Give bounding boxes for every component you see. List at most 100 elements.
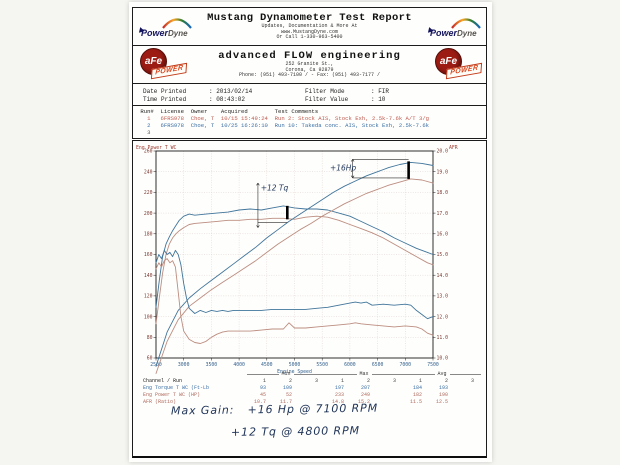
filter-mode-label: Filter Mode xyxy=(305,88,345,95)
report-subtitle: Updates, Documentation & More At xyxy=(261,23,358,30)
stats-value: 3 xyxy=(314,378,318,385)
y-axis-left-tick-label: 220 xyxy=(144,190,153,196)
y-axis-left-tick-label: 140 xyxy=(144,273,153,279)
y-axis-left-tick-label: 200 xyxy=(144,211,153,217)
stats-value: 190 xyxy=(438,391,448,398)
y-axis-left-tick-label: 100 xyxy=(144,314,153,320)
y-axis-left-tick-label: 180 xyxy=(144,232,153,238)
runs-header: Run# License Owner Acquired Test Comment… xyxy=(137,108,319,115)
arrowhead xyxy=(352,159,355,162)
stats-value: 197 xyxy=(334,384,344,391)
stats-value: 2 xyxy=(288,378,292,385)
stats-value: 14.8 xyxy=(331,398,344,405)
x-axis-tick-label: 6000 xyxy=(344,362,356,368)
company-name: advanced FLOW engineering xyxy=(218,50,401,63)
y-axis-right-tick-label: 10.0 xyxy=(437,356,449,362)
runs-rows: 1 6FRS978 Choe, T 10/15 15:49:24 Run 2: … xyxy=(137,115,486,136)
stats-table: Min Max Avg Channel / Run 1 2 3 1 2 3 1 2 3 Eng Torqu… xyxy=(141,371,481,405)
stats-row-label: AFR (Ratio) xyxy=(143,398,177,405)
company-header-box: aFe POWER advanced FLOW engineering 252 … xyxy=(132,45,487,84)
powerdyne-arc-icon xyxy=(162,17,192,29)
stats-group-header: Min xyxy=(247,371,325,377)
dyno-chart: 60 80 100 120 140 160 180 200 220 240 260 10.0 11.0 1… xyxy=(136,145,458,375)
stats-value: 12.5 xyxy=(435,398,448,405)
stats-value: 3 xyxy=(470,378,474,385)
chart-section-box: 60 80 100 120 140 160 180 200 220 240 260 10.0 11.0 1… xyxy=(132,140,487,458)
torque-gain-label: +12 Tq xyxy=(261,183,289,192)
arrowhead xyxy=(256,225,259,228)
right-axis-title: AFR xyxy=(449,145,458,151)
stats-row-label: Eng Torque T WC (Ft-Lb xyxy=(143,384,210,391)
series-run-2-torque-ft-lb xyxy=(155,205,434,308)
arrowhead xyxy=(256,182,259,186)
stats-value: 1 xyxy=(340,378,344,385)
stats-value: 10.7 xyxy=(253,398,266,405)
y-axis-right-tick-label: 13.0 xyxy=(437,294,449,300)
series-run-2-power-hp xyxy=(155,161,434,367)
runs-list-box: Run# License Owner Acquired Test Comment… xyxy=(132,105,487,139)
stats-value: 109 xyxy=(282,384,292,391)
handwritten-max-gain-hp: Max Gain: +16 Hp @ 7100 RPM xyxy=(170,401,379,418)
stats-value: 11.7 xyxy=(279,398,292,405)
y-axis-left-tick-label: 240 xyxy=(144,169,153,175)
left-axis-title: Eng Power T WC xyxy=(136,145,177,151)
stats-group-header: Avg xyxy=(403,371,481,377)
stats-value: 2 xyxy=(444,378,448,385)
x-axis-tick-label: 7500 xyxy=(427,362,439,368)
y-axis-right-tick-label: 12.0 xyxy=(437,314,449,320)
stats-value: 193 xyxy=(438,384,448,391)
y-axis-left-tick-label: 60 xyxy=(147,356,153,362)
y-axis-left-tick-label: 260 xyxy=(144,149,153,155)
y-axis-left-tick-label: 80 xyxy=(147,335,153,341)
company-phone: Phone: (951) 493-7100 / - Fax: (951) 493… xyxy=(238,72,381,79)
time-printed-label: Time Printed xyxy=(143,95,187,103)
stats-value: 2 xyxy=(366,378,370,385)
run-row: 1 6FRS978 Choe, T 10/15 15:49:24 Run 2: … xyxy=(137,115,430,122)
powerdyne-logo-left: PowerDyne xyxy=(137,17,192,38)
y-axis-right-tick-label: 15.0 xyxy=(437,252,449,258)
stats-value: 3 xyxy=(392,378,396,385)
afe-logo-right: aFe POWER xyxy=(433,47,483,82)
power-gain-label: +16Hp xyxy=(330,164,356,173)
x-axis-tick-label: 5500 xyxy=(316,362,328,368)
powerdyne-wordmark: Power xyxy=(141,27,169,38)
x-axis-tick-label: 5000 xyxy=(289,362,301,368)
handwritten-max-gain-tq: +12 Tq @ 4800 RPM xyxy=(230,424,361,439)
run-row: 3 xyxy=(137,129,151,136)
arrowhead xyxy=(351,175,353,179)
afe-logo-left: aFe POWER xyxy=(138,47,188,82)
report-title: Mustang Dynamometer Test Report xyxy=(207,12,412,25)
date-printed-label: Date Printed xyxy=(143,88,187,95)
stats-value: 93 xyxy=(259,384,266,391)
powerdyne-logo-right: PowerDyne xyxy=(426,17,481,38)
stats-value: 182 xyxy=(412,391,422,398)
powerdyne-arc-icon xyxy=(451,17,481,29)
y-axis-right-tick-label: 20.0 xyxy=(437,149,449,155)
report-phone: Or Call 1-330-963-5400 xyxy=(276,34,343,41)
arrowhead xyxy=(257,225,260,228)
y-axis-left-tick-label: 120 xyxy=(144,294,153,300)
report-website: www.MustangDyne.com xyxy=(280,28,338,35)
stats-value: 1 xyxy=(418,378,422,385)
company-address2: Corona, Ca 92879 xyxy=(285,66,334,73)
x-axis-tick-label: 4000 xyxy=(233,362,245,368)
company-address1: 252 Granite St., xyxy=(285,61,334,68)
y-axis-right-tick-label: 19.0 xyxy=(437,169,449,175)
x-axis-tick-label: 3500 xyxy=(206,362,218,368)
stats-value: 15.2 xyxy=(357,398,370,405)
x-axis-tick-label: 7000 xyxy=(400,362,412,368)
y-axis-right-tick-label: 16.0 xyxy=(437,232,449,238)
stats-group-header: Max xyxy=(325,371,403,377)
stats-value: 207 xyxy=(360,384,370,391)
series-run-1-power-hp xyxy=(155,178,434,374)
stats-value: 45 xyxy=(259,391,266,398)
stats-value: 184 xyxy=(412,384,422,391)
stats-value: 1 xyxy=(262,378,266,385)
y-axis-right-tick-label: 18.0 xyxy=(437,190,449,196)
stats-value: 11.5 xyxy=(409,398,422,405)
x-axis-tick-label: 6500 xyxy=(372,362,384,368)
arrowhead xyxy=(352,175,355,179)
filter-value-value: : 10 xyxy=(371,95,386,103)
powerdyne-wordmark: Power xyxy=(430,27,458,38)
report-header-box: PowerDyne Mustang Dynamometer Test Repor… xyxy=(132,7,487,46)
